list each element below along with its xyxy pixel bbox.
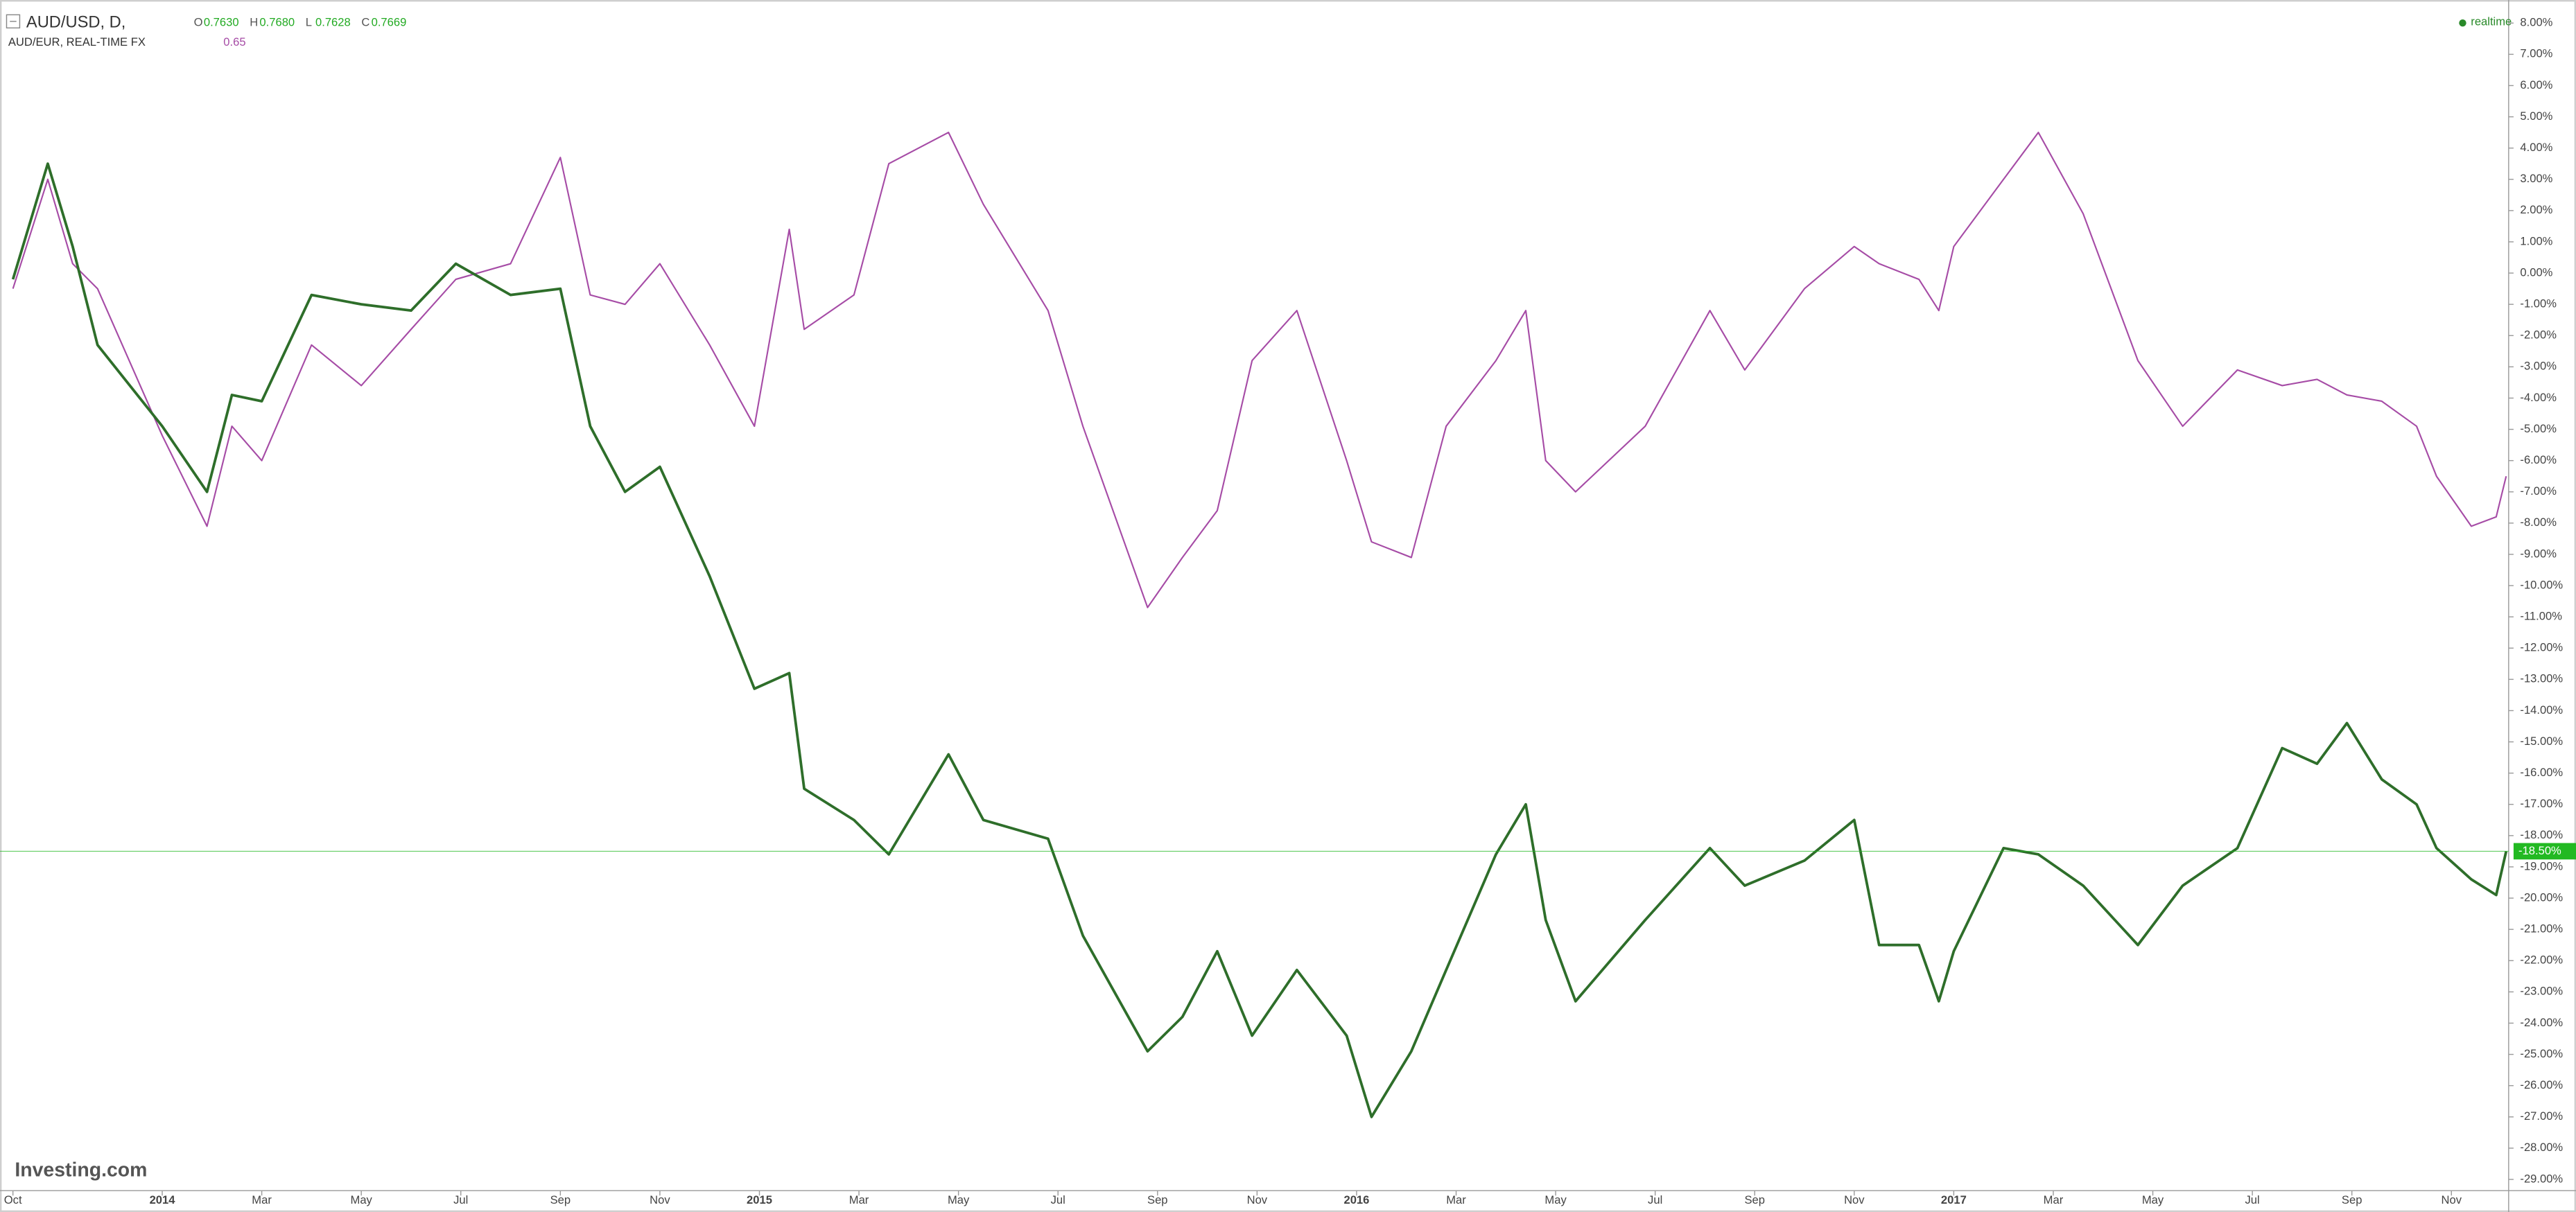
y-tick-label: -24.00% <box>2520 1016 2563 1029</box>
x-tick-label: May <box>2142 1193 2164 1206</box>
y-tick-label: -22.00% <box>2520 954 2563 967</box>
ohlc-value: 0.7680 <box>259 16 295 29</box>
x-tick-label: 2014 <box>150 1193 176 1206</box>
x-tick-label: Sep <box>1744 1193 1764 1206</box>
x-tick-label: 2017 <box>1941 1193 1967 1206</box>
y-tick-label: -6.00% <box>2520 453 2557 466</box>
y-tick-label: -27.00% <box>2520 1109 2563 1123</box>
ohlc-value: 0.7628 <box>315 16 351 29</box>
y-tick-label: -10.00% <box>2520 578 2563 591</box>
x-tick-label: 2015 <box>747 1193 772 1206</box>
y-tick-label: -25.00% <box>2520 1047 2563 1060</box>
compare-symbol: AUD/EUR, REAL-TIME FX <box>8 35 146 49</box>
y-tick-label: -3.00% <box>2520 360 2557 373</box>
ohlc-key: C <box>361 16 369 29</box>
collapse-button[interactable] <box>6 14 21 29</box>
x-tick-label: Jul <box>1648 1193 1662 1206</box>
y-tick-label: -29.00% <box>2520 1172 2563 1185</box>
y-tick-label: -5.00% <box>2520 422 2557 435</box>
x-tick-label: May <box>1544 1193 1567 1206</box>
ohlc-key: L <box>306 16 312 29</box>
compare-value: 0.65 <box>223 35 245 49</box>
symbol-title: AUD/USD, D, <box>26 13 125 31</box>
series-line <box>12 132 2507 608</box>
brand-logo: Investing.com <box>15 1159 147 1181</box>
y-tick-label: -21.00% <box>2520 922 2563 936</box>
y-tick-label: -2.00% <box>2520 328 2557 342</box>
ohlc-key: O <box>194 16 203 29</box>
y-tick-label: 2.00% <box>2520 203 2552 216</box>
y-tick-label: -13.00% <box>2520 672 2563 685</box>
y-tick-label: -15.00% <box>2520 735 2563 748</box>
x-tick-label: Jul <box>2245 1193 2260 1206</box>
x-tick-label: Sep <box>2342 1193 2362 1206</box>
x-tick-label: Jul <box>1051 1193 1065 1206</box>
y-tick-label: 6.00% <box>2520 78 2552 91</box>
y-tick-label: 7.00% <box>2520 47 2552 60</box>
y-tick-label: -8.00% <box>2520 516 2557 529</box>
y-tick-label: 5.00% <box>2520 109 2552 123</box>
y-tick-label: 0.00% <box>2520 265 2552 279</box>
y-tick-label: -1.00% <box>2520 297 2557 310</box>
ohlc-value: 0.7630 <box>204 16 239 29</box>
x-tick-label: May <box>351 1193 373 1206</box>
y-tick-label: -4.00% <box>2520 391 2557 404</box>
x-tick-label: Sep <box>550 1193 571 1206</box>
x-tick-label: Mar <box>2044 1193 2064 1206</box>
y-tick-label: -16.00% <box>2520 766 2563 779</box>
x-tick-label: Mar <box>849 1193 869 1206</box>
current-price-box <box>2513 843 2576 860</box>
y-tick-label: -7.00% <box>2520 484 2557 498</box>
y-tick-label: -17.00% <box>2520 797 2563 810</box>
x-tick-label: 2016 <box>1343 1193 1369 1206</box>
y-tick-label: -18.00% <box>2520 828 2563 841</box>
y-tick-label: -20.00% <box>2520 890 2563 904</box>
ohlc-value: 0.7669 <box>372 16 407 29</box>
y-tick-label: -28.00% <box>2520 1141 2563 1154</box>
x-tick-label: Mar <box>252 1193 272 1206</box>
y-tick-label: -14.00% <box>2520 703 2563 717</box>
y-tick-label: -12.00% <box>2520 641 2563 654</box>
x-tick-label: Nov <box>1247 1193 1268 1206</box>
y-tick-label: -23.00% <box>2520 985 2563 998</box>
x-tick-label: Nov <box>1844 1193 1865 1206</box>
y-tick-label: -19.00% <box>2520 859 2563 872</box>
y-tick-label: -26.00% <box>2520 1078 2563 1091</box>
current-price-label: -18.50% <box>2518 844 2561 857</box>
y-tick-label: 4.00% <box>2520 141 2552 154</box>
ohlc-key: H <box>250 16 258 29</box>
y-tick-label: 3.00% <box>2520 172 2552 185</box>
y-tick-label: 8.00% <box>2520 16 2552 29</box>
status-dot <box>2459 19 2466 27</box>
status-label: realtime <box>2471 15 2512 28</box>
x-tick-label: Jul <box>453 1193 468 1206</box>
x-tick-label: Oct <box>4 1193 22 1206</box>
x-tick-label: Nov <box>650 1193 670 1206</box>
x-tick-label: Mar <box>1446 1193 1466 1206</box>
y-tick-label: -9.00% <box>2520 547 2557 560</box>
series-line <box>11 162 2508 1118</box>
y-tick-label: 1.00% <box>2520 234 2552 247</box>
y-tick-label: -11.00% <box>2520 610 2562 623</box>
x-tick-label: May <box>948 1193 970 1206</box>
x-tick-label: Sep <box>1147 1193 1168 1206</box>
x-tick-label: Nov <box>2442 1193 2462 1206</box>
